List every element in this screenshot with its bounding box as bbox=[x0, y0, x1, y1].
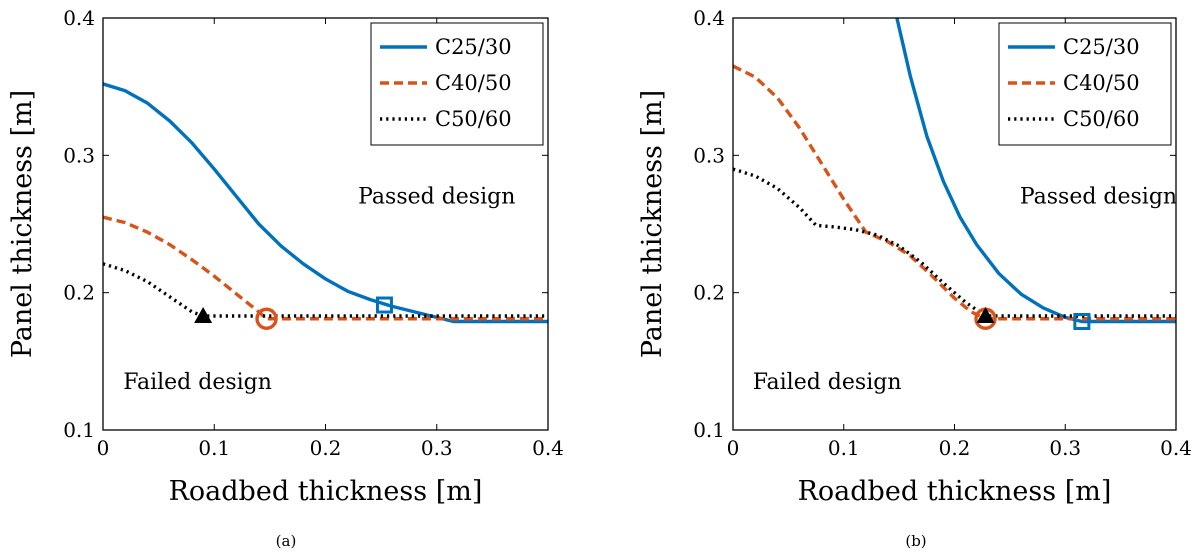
marker-square-c25-30 bbox=[375, 296, 393, 314]
series-line-c25-30 bbox=[103, 82, 548, 324]
x-tick-label: 0.1 bbox=[198, 436, 230, 460]
series-line-c40-50 bbox=[733, 64, 1176, 321]
marker-triangle-c50-60 bbox=[194, 307, 213, 324]
y-tick-label: 0.1 bbox=[63, 418, 95, 442]
y-tick-label: 0.4 bbox=[693, 6, 725, 30]
x-tick-label: 0 bbox=[97, 436, 110, 460]
legend-label-c40-50: C40/50 bbox=[1063, 71, 1140, 95]
x-tick-label: 0.3 bbox=[421, 436, 453, 460]
x-tick-label: 0.2 bbox=[939, 436, 971, 460]
y-tick-label: 0.4 bbox=[63, 6, 95, 30]
y-axis-label: Panel thickness [m] bbox=[637, 90, 668, 358]
legend-label-c40-50: C40/50 bbox=[435, 71, 512, 95]
y-axis-label: Panel thickness [m] bbox=[7, 90, 38, 358]
subfigure-caption: (b) bbox=[905, 532, 926, 550]
x-tick-label: 0.1 bbox=[828, 436, 860, 460]
x-tick-label: 0.4 bbox=[1160, 436, 1192, 460]
marker-triangle-c50-60 bbox=[976, 307, 995, 324]
annotation-passed-design: Passed design bbox=[1020, 185, 1177, 210]
legend: C25/30 C40/50 C50/60 bbox=[370, 22, 544, 146]
series-line-c40-50 bbox=[103, 215, 548, 321]
y-tick-label: 0.3 bbox=[693, 143, 725, 167]
legend: C25/30 C40/50 C50/60 bbox=[998, 22, 1172, 146]
marker-circle-c40-50 bbox=[255, 307, 278, 330]
series-line-c50-60 bbox=[103, 262, 548, 318]
legend-label-c25-30: C25/30 bbox=[435, 35, 512, 59]
y-tick-label: 0.1 bbox=[693, 418, 725, 442]
annotation-failed-design: Failed design bbox=[123, 370, 272, 395]
legend-label-c50-60: C50/60 bbox=[435, 107, 512, 131]
legend-label-c50-60: C50/60 bbox=[1063, 107, 1140, 131]
x-tick-label: 0.4 bbox=[532, 436, 564, 460]
y-tick-label: 0.3 bbox=[63, 143, 95, 167]
x-tick-label: 0.3 bbox=[1049, 436, 1081, 460]
series-line-c25-30 bbox=[895, 18, 1176, 324]
x-axis-label: Roadbed thickness [m] bbox=[798, 476, 1112, 507]
x-tick-label: 0.2 bbox=[310, 436, 342, 460]
y-tick-label: 0.2 bbox=[693, 281, 725, 305]
annotation-passed-design: Passed design bbox=[358, 185, 515, 210]
y-tick-label: 0.2 bbox=[63, 281, 95, 305]
annotation-failed-design: Failed design bbox=[753, 370, 902, 395]
x-tick-label: 0 bbox=[727, 436, 740, 460]
marker-square-c25-30 bbox=[1073, 313, 1091, 331]
panel-a: 0 0.1 0.2 0.3 0.40.10.20.30.4 Roadbed thickn… bbox=[7, 6, 564, 550]
legend-label-c25-30: C25/30 bbox=[1063, 35, 1140, 59]
panel-b: 0 0.1 0.2 0.3 0.40.10.20.30.4 Roadbed thickn… bbox=[637, 6, 1192, 550]
subfigure-caption: (a) bbox=[276, 532, 297, 550]
x-axis-label: Roadbed thickness [m] bbox=[169, 476, 483, 507]
